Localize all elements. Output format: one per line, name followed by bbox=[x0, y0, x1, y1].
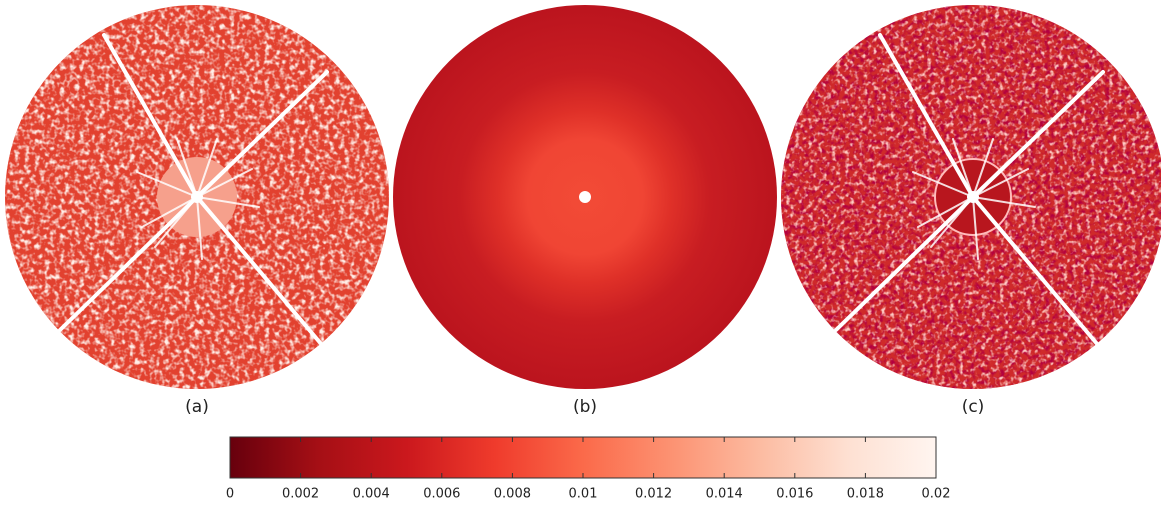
panel-a bbox=[5, 5, 389, 389]
tick-label: 0.012 bbox=[635, 487, 672, 502]
tick-label: 0.02 bbox=[922, 487, 951, 502]
tick-label: 0.01 bbox=[569, 487, 598, 502]
tick-label: 0.014 bbox=[706, 487, 743, 502]
panel-label: (b) bbox=[573, 397, 597, 417]
colorbar bbox=[229, 436, 937, 479]
tick-label: 0 bbox=[226, 487, 234, 502]
tick-label: 0.006 bbox=[423, 487, 460, 502]
panel-label: (c) bbox=[962, 397, 985, 417]
tick-label: 0.018 bbox=[847, 487, 884, 502]
panel-b bbox=[393, 5, 777, 389]
tick-label: 0.004 bbox=[353, 487, 390, 502]
panel-label: (a) bbox=[185, 397, 209, 417]
tick-label: 0.002 bbox=[282, 487, 319, 502]
tick-label: 0.008 bbox=[494, 487, 531, 502]
tick-label: 0.016 bbox=[776, 487, 813, 502]
panel-c bbox=[781, 5, 1161, 389]
